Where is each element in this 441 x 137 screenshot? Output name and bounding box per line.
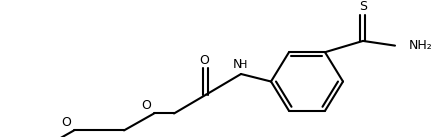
Text: N: N xyxy=(232,58,242,71)
Text: H: H xyxy=(239,60,247,70)
Text: NH₂: NH₂ xyxy=(409,39,433,52)
Text: O: O xyxy=(61,116,71,129)
Text: S: S xyxy=(359,0,367,13)
Text: O: O xyxy=(141,99,151,112)
Text: O: O xyxy=(199,54,209,67)
